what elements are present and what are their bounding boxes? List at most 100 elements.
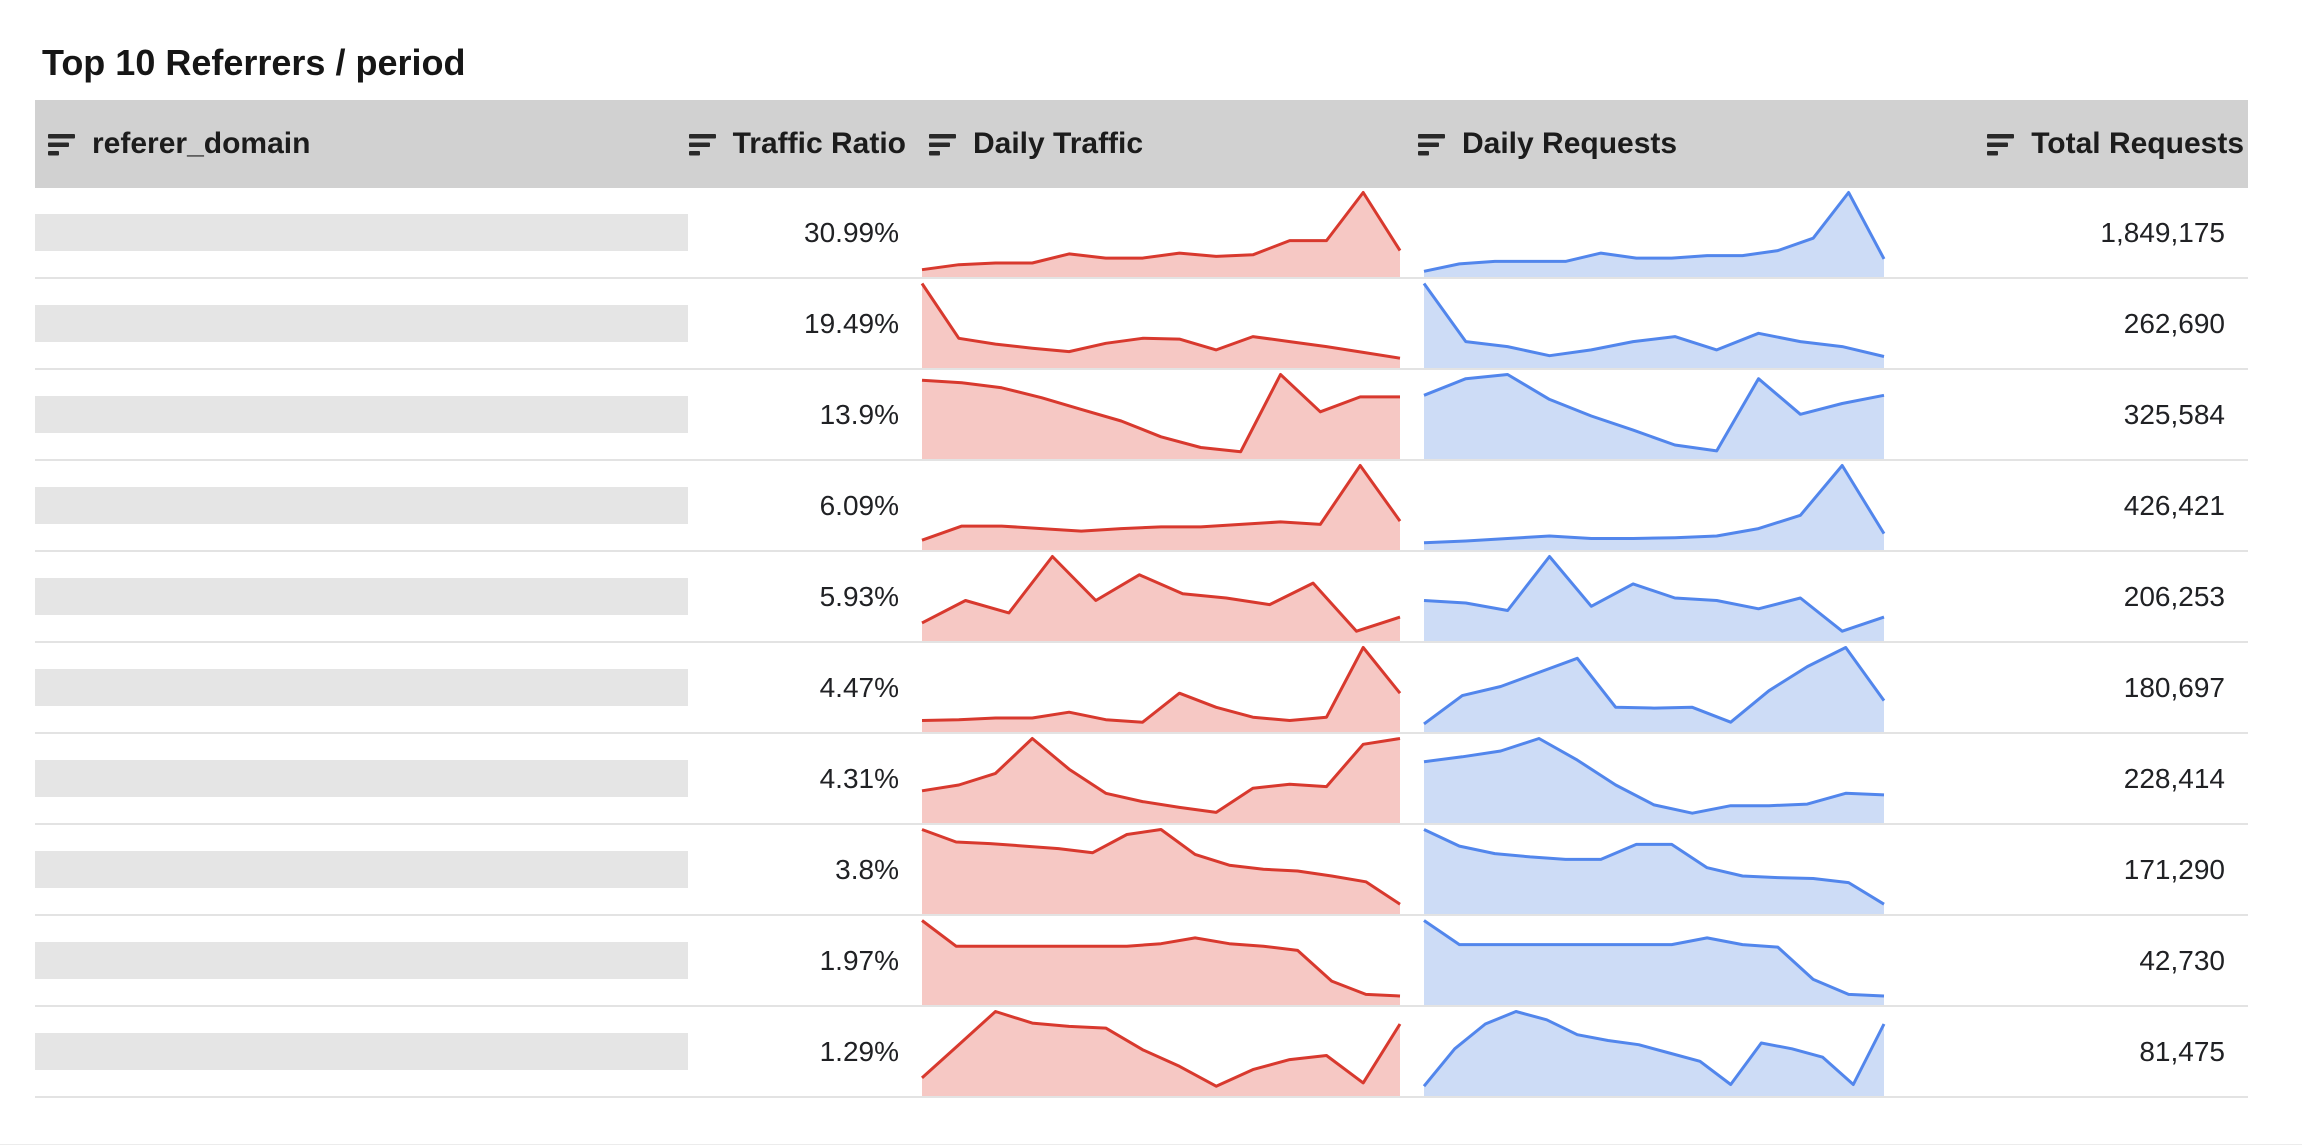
referer-domain-redacted-bar xyxy=(35,578,688,615)
total-requests-value: 325,584 xyxy=(2123,398,2225,430)
table-row: 19.49% 262,690 xyxy=(35,279,2248,370)
total-requests-value: 262,690 xyxy=(2123,307,2225,339)
daily-requests-sparkline xyxy=(1423,464,1886,550)
table-body: 30.99% 1,849,175 19.49% 262,690 13.9% 32… xyxy=(35,188,2248,1098)
daily-requests-sparkline xyxy=(1423,555,1885,641)
sparkline-line xyxy=(1423,373,1885,453)
table-row: 13.9% 325,584 xyxy=(35,370,2248,461)
total-requests-value: 171,290 xyxy=(2123,853,2225,885)
column-header-traffic-ratio[interactable]: Traffic Ratio xyxy=(688,100,906,188)
total-requests-value: 426,421 xyxy=(2123,489,2225,521)
sparkline-line xyxy=(921,373,1400,454)
column-header-total-requests[interactable]: Total Requests xyxy=(1987,100,2244,188)
daily-traffic-sparkline xyxy=(921,464,1402,550)
daily-requests-sparkline xyxy=(1423,191,1886,277)
daily-requests-sparkline xyxy=(1423,646,1886,732)
sparkline-area xyxy=(1424,192,1884,277)
referer-domain-redacted-bar xyxy=(35,1033,688,1070)
sort-lines-icon xyxy=(688,134,716,156)
table-row: 3.8% 171,290 xyxy=(35,825,2248,916)
table-row: 1.97% 42,730 xyxy=(35,916,2248,1007)
widget-title: Top 10 Referrers / period xyxy=(42,42,466,83)
sparkline-line xyxy=(1423,646,1886,726)
sparkline-line xyxy=(920,1010,1402,1088)
sparkline-area xyxy=(922,465,1400,550)
sparkline-area xyxy=(922,647,1400,732)
traffic-ratio-value: 30.99% xyxy=(804,216,899,248)
column-header-daily-requests[interactable]: Daily Requests xyxy=(1418,100,1677,188)
table-row: 30.99% 1,849,175 xyxy=(35,188,2248,279)
sparkline-area xyxy=(1424,556,1884,641)
table-header-row: referer_domain Traffic Ratio Daily Traff… xyxy=(35,100,2248,188)
referer-domain-redacted-bar xyxy=(35,305,688,342)
sparkline-line xyxy=(921,646,1402,724)
sparkline-area xyxy=(1424,738,1884,823)
column-header-label: Total Requests xyxy=(2031,127,2244,160)
sparkline-area xyxy=(1424,920,1884,1005)
total-requests-value: 228,414 xyxy=(2123,762,2225,794)
traffic-ratio-value: 1.29% xyxy=(819,1035,899,1067)
sparkline-area xyxy=(922,192,1400,277)
sort-lines-icon xyxy=(48,134,75,156)
column-header-referer-domain[interactable]: referer_domain xyxy=(48,100,310,188)
sparkline-area xyxy=(1424,647,1884,732)
sparkline-line xyxy=(921,191,1402,272)
sparkline-area xyxy=(1424,283,1884,368)
traffic-ratio-value: 5.93% xyxy=(819,580,899,612)
total-requests-value: 1,849,175 xyxy=(2100,216,2225,248)
total-requests-value: 42,730 xyxy=(2139,944,2225,976)
traffic-ratio-value: 13.9% xyxy=(819,398,899,430)
total-requests-value: 206,253 xyxy=(2123,580,2225,612)
traffic-ratio-value: 4.31% xyxy=(819,762,899,794)
sparkline-area xyxy=(922,738,1400,823)
referer-domain-redacted-bar xyxy=(35,214,688,251)
sparkline-line xyxy=(921,464,1402,542)
traffic-ratio-value: 3.8% xyxy=(835,853,899,885)
sparkline-area xyxy=(922,374,1400,459)
sparkline-line xyxy=(1423,828,1885,906)
daily-requests-sparkline xyxy=(1423,919,1885,1005)
daily-traffic-sparkline xyxy=(921,828,1401,914)
sparkline-area xyxy=(1424,1011,1884,1096)
sparkline-line xyxy=(1423,555,1885,633)
sparkline-line xyxy=(921,737,1401,814)
sort-lines-icon xyxy=(1418,134,1445,156)
sparkline-line xyxy=(921,919,1401,998)
sparkline-line xyxy=(1423,737,1885,815)
sparkline-area xyxy=(922,1011,1400,1096)
table-row: 4.47% 180,697 xyxy=(35,643,2248,734)
table-row: 5.93% 206,253 xyxy=(35,552,2248,643)
sort-lines-icon xyxy=(1987,134,2015,156)
sparkline-area xyxy=(922,920,1400,1005)
column-header-daily-traffic[interactable]: Daily Traffic xyxy=(929,100,1143,188)
traffic-ratio-value: 4.47% xyxy=(819,671,899,703)
table-row: 1.29% 81,475 xyxy=(35,1007,2248,1098)
sparkline-line xyxy=(921,555,1401,633)
traffic-ratio-value: 19.49% xyxy=(804,307,899,339)
referer-domain-redacted-bar xyxy=(35,487,688,524)
sparkline-area xyxy=(1424,465,1884,550)
widget-bottom-border xyxy=(0,1144,2302,1145)
total-requests-value: 81,475 xyxy=(2139,1035,2225,1067)
column-header-label: Daily Traffic xyxy=(973,127,1144,160)
sparkline-area xyxy=(922,556,1400,641)
referer-domain-redacted-bar xyxy=(35,396,688,433)
sparkline-line xyxy=(921,828,1401,906)
column-header-label: Traffic Ratio xyxy=(732,127,906,160)
daily-traffic-sparkline xyxy=(921,373,1400,459)
column-header-label: Daily Requests xyxy=(1462,127,1678,160)
referer-domain-redacted-bar xyxy=(35,942,688,979)
sort-lines-icon xyxy=(929,134,956,156)
sparkline-area xyxy=(922,283,1400,368)
daily-requests-sparkline xyxy=(1423,373,1885,459)
sparkline-line xyxy=(1423,919,1885,998)
sparkline-line xyxy=(1422,282,1885,358)
total-requests-value: 180,697 xyxy=(2123,671,2225,703)
daily-traffic-sparkline xyxy=(920,282,1401,368)
traffic-ratio-value: 1.97% xyxy=(819,944,899,976)
table-row: 6.09% 426,421 xyxy=(35,461,2248,552)
sparkline-line xyxy=(1422,1010,1886,1088)
sparkline-area xyxy=(1424,829,1884,914)
sparkline-line xyxy=(1423,464,1886,545)
sparkline-area xyxy=(1424,374,1884,459)
